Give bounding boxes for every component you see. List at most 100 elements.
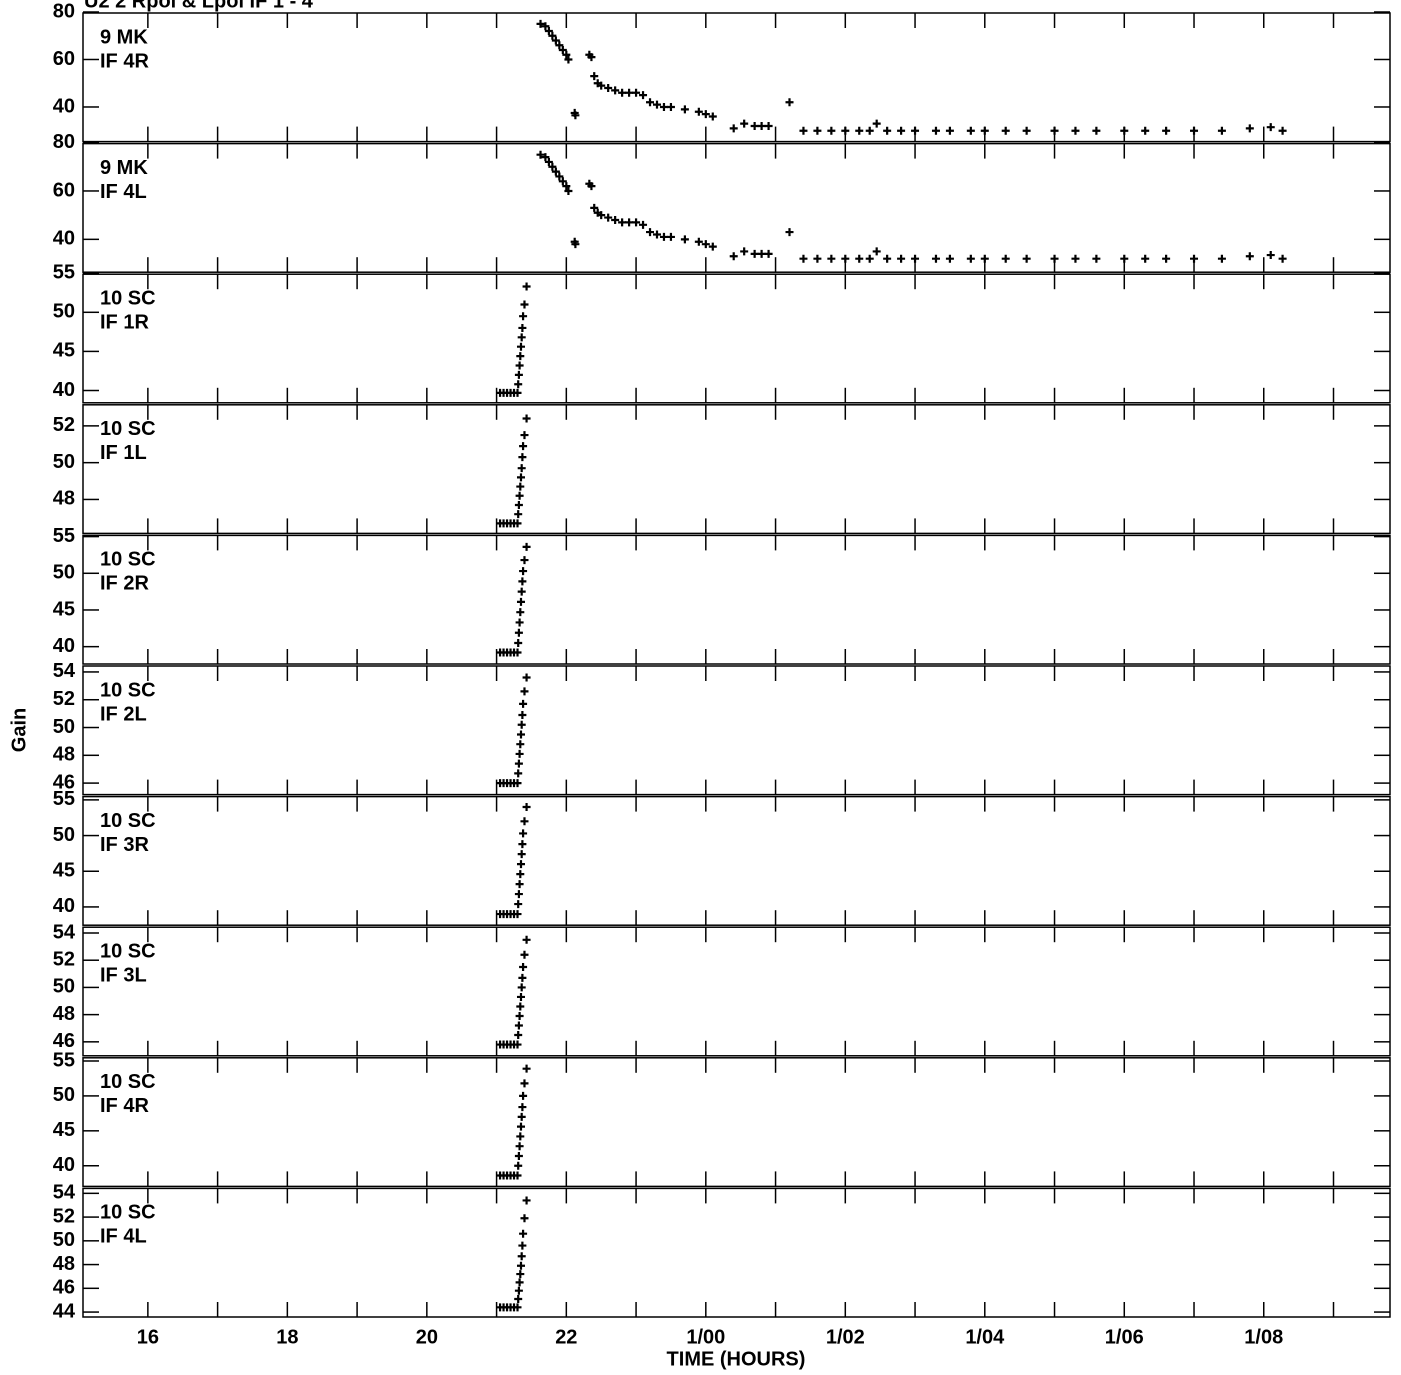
panel-frame	[82, 12, 1391, 143]
data-point	[1022, 126, 1031, 135]
data-point	[1120, 126, 1129, 135]
data-point	[799, 254, 808, 263]
data-point	[729, 252, 738, 261]
data-point	[514, 1021, 523, 1030]
x-axis-label: TIME (HOURS)	[667, 1348, 806, 1370]
data-point	[855, 126, 864, 135]
data-point	[551, 167, 560, 176]
panel-frame	[82, 795, 1391, 926]
data-point	[516, 740, 525, 749]
data-point	[855, 254, 864, 263]
data-point	[514, 1161, 523, 1170]
x-tick-label: 1/06	[1105, 1326, 1144, 1348]
panel-frame	[82, 1187, 1391, 1318]
data-point	[1022, 254, 1031, 263]
y-tick-label: 50	[53, 824, 75, 846]
data-point	[564, 55, 573, 64]
data-point	[618, 218, 627, 227]
panel-label: 10 SC	[100, 287, 156, 309]
data-point	[516, 608, 525, 617]
data-point	[517, 1112, 526, 1121]
y-tick-label: 54	[53, 660, 76, 682]
y-tick-label: 48	[53, 744, 75, 766]
data-point	[522, 1196, 531, 1205]
data-point	[515, 361, 524, 370]
data-point	[708, 242, 717, 251]
x-tick-label: 1/02	[826, 1326, 865, 1348]
data-point	[1217, 126, 1226, 135]
data-point	[1141, 254, 1150, 263]
data-point	[1245, 124, 1254, 133]
data-point	[897, 126, 906, 135]
data-point	[513, 519, 522, 528]
data-point	[597, 211, 606, 220]
data-point	[519, 567, 528, 576]
data-point	[522, 414, 531, 423]
data-point	[611, 215, 620, 224]
data-point	[1278, 126, 1287, 135]
data-point	[911, 254, 920, 263]
data-point	[701, 110, 710, 119]
y-tick-label: 50	[53, 1084, 75, 1106]
data-point	[1120, 254, 1129, 263]
data-point	[518, 711, 527, 720]
data-point	[519, 699, 528, 708]
y-tick-label: 46	[53, 771, 75, 793]
data-point	[515, 618, 524, 627]
data-point	[518, 840, 527, 849]
y-tick-label: 55	[53, 1049, 75, 1071]
data-point	[1092, 254, 1101, 263]
data-point	[519, 829, 528, 838]
data-point	[558, 45, 567, 54]
y-tick-label: 55	[53, 788, 75, 810]
panel-label: 10 SC	[100, 1202, 156, 1224]
y-tick-label: 40	[53, 228, 75, 250]
data-point	[646, 98, 655, 107]
data-point	[680, 235, 689, 244]
y-tick-label: 52	[53, 948, 75, 970]
data-point	[1001, 126, 1010, 135]
data-point	[966, 126, 975, 135]
panel-label: 10 SC	[100, 679, 156, 701]
panel-label: 10 SC	[100, 549, 156, 571]
data-point	[587, 53, 596, 62]
data-point	[872, 247, 881, 256]
data-point	[514, 1031, 523, 1040]
data-point	[522, 542, 531, 551]
data-point	[604, 83, 613, 92]
panel-label: IF 1R	[100, 311, 149, 333]
data-point	[551, 36, 560, 45]
data-point	[841, 126, 850, 135]
y-tick-label: 52	[53, 1205, 75, 1227]
data-point	[522, 282, 531, 291]
data-point	[632, 218, 641, 227]
y-tick-label: 50	[53, 976, 75, 998]
y-tick-label: 52	[53, 688, 75, 710]
data-point	[1190, 254, 1199, 263]
data-point	[639, 220, 648, 229]
data-point	[750, 249, 759, 258]
panel-label: 10 SC	[100, 418, 156, 440]
data-point	[515, 491, 524, 500]
data-point	[813, 126, 822, 135]
data-point	[931, 126, 940, 135]
y-tick-label: 40	[53, 95, 75, 117]
data-point	[680, 105, 689, 114]
data-point	[514, 628, 523, 637]
data-point	[865, 126, 874, 135]
data-point	[659, 102, 668, 111]
y-tick-label: 48	[53, 1253, 75, 1275]
data-point	[701, 240, 710, 249]
data-point	[518, 1103, 527, 1112]
y-tick-label: 48	[53, 1003, 75, 1025]
data-point	[513, 910, 522, 919]
data-point	[911, 126, 920, 135]
data-point	[694, 107, 703, 116]
y-tick-label: 50	[53, 716, 75, 738]
data-point	[517, 464, 526, 473]
data-point	[514, 638, 523, 647]
data-point	[740, 119, 749, 128]
y-tick-label: 60	[53, 179, 75, 201]
data-point	[520, 1214, 529, 1223]
y-tick-label: 55	[53, 525, 75, 547]
